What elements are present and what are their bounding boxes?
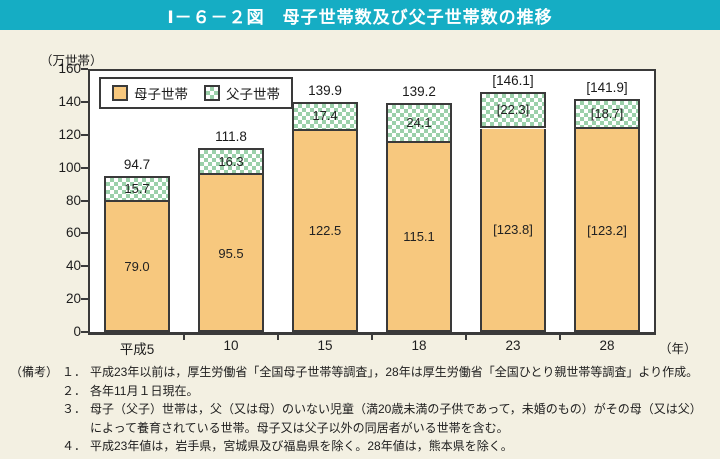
y-tick-mark xyxy=(81,100,88,103)
x-tick-mark xyxy=(277,335,279,340)
bar-father-value-label: 16.3 xyxy=(218,153,244,169)
bar-total-label: 139.2 xyxy=(402,84,436,100)
bar-segment-father xyxy=(104,176,170,203)
y-tick-label: 120 xyxy=(58,126,81,142)
bar-total-label: [146.1] xyxy=(492,72,534,88)
y-tick-label: 80 xyxy=(65,192,81,208)
bar-segment-father xyxy=(480,91,546,129)
y-tick-label: 0 xyxy=(73,324,81,339)
bar-segment-father xyxy=(292,102,358,131)
legend: 母子世帯 父子世帯 xyxy=(99,77,293,109)
bar-father-value-label: 24.1 xyxy=(406,114,432,130)
bar-mother-value-label: 115.1 xyxy=(403,229,435,245)
note-item-4: ４． 平成23年値は，岩手県，宮城県及び福島県を除く。28年値は，熊本県を除く。 xyxy=(62,437,702,456)
notes: （備考） １． 平成23年以前は，厚生労働省「全国母子世帯等調査」，28年は厚生労… xyxy=(10,363,702,456)
notes-items: １． 平成23年以前は，厚生労働省「全国母子世帯等調査」，28年は厚生労働省「全国… xyxy=(62,363,702,456)
y-tick-mark xyxy=(81,133,88,136)
note-text: 各年11月１日現在。 xyxy=(90,383,199,398)
x-category-label: 10 xyxy=(223,338,239,353)
y-tick-label: 100 xyxy=(58,159,81,175)
bar-segment-mother xyxy=(198,175,264,332)
note-number: ２． xyxy=(62,383,87,398)
y-tick-mark xyxy=(81,199,88,202)
note-item-2: ２． 各年11月１日現在。 xyxy=(62,382,702,401)
y-tick-mark xyxy=(81,331,88,333)
bar-father-value-label: [18.7] xyxy=(590,106,624,122)
legend-item-father: 父子世帯 xyxy=(204,83,280,103)
x-tick-mark xyxy=(371,335,373,340)
legend-label-father: 父子世帯 xyxy=(226,87,280,102)
bar-mother-value-label: 122.5 xyxy=(308,223,342,239)
bar-segment-mother xyxy=(104,202,170,332)
x-axis-unit-label: （年） xyxy=(659,342,697,356)
x-tick-mark xyxy=(183,335,185,340)
note-text: 平成23年以前は，厚生労働省「全国母子世帯等調査」，28年は厚生労働省「全国ひと… xyxy=(90,365,699,379)
note-item-3: ３． 母子（父子）世帯は，父（又は母）のいない児童（満20歳未満の子供であって，未… xyxy=(62,400,702,437)
bar-father-value-label: 17.4 xyxy=(312,108,338,124)
y-tick-label: 40 xyxy=(65,258,81,274)
y-tick-label: 160 xyxy=(58,61,81,76)
y-tick-mark xyxy=(81,265,88,268)
bar-total-label: 111.8 xyxy=(215,129,247,145)
note-number: ３． xyxy=(62,402,87,416)
bar-segment-father xyxy=(198,148,264,175)
x-category-label: 28 xyxy=(599,338,615,353)
bar-segment-father xyxy=(574,98,640,130)
y-tick-mark xyxy=(81,68,88,70)
bar-segment-mother xyxy=(480,128,546,332)
bar-mother-value-label: [123.2] xyxy=(587,222,627,238)
legend-label-mother: 母子世帯 xyxy=(134,87,188,102)
bar-segment-father xyxy=(386,103,452,143)
bar-father-value-label: 15.7 xyxy=(124,181,150,197)
plot-area xyxy=(88,69,656,335)
bar-total-label: 94.7 xyxy=(123,157,151,173)
bar-total-label: [141.9] xyxy=(586,79,628,95)
bar-segment-mother xyxy=(292,130,358,332)
note-item-1: １． 平成23年以前は，厚生労働省「全国母子世帯等調査」，28年は厚生労働省「全国… xyxy=(62,363,702,382)
note-text: 母子（父子）世帯は，父（又は母）のいない児童（満20歳未満の子供であって，未婚の… xyxy=(90,402,702,435)
note-text: 平成23年値は，岩手県，宮城県及び福島県を除く。28年値は，熊本県を除く。 xyxy=(90,439,513,453)
bar-segment-mother xyxy=(574,129,640,332)
x-category-label: 15 xyxy=(317,338,333,353)
y-tick-mark xyxy=(81,232,88,235)
x-tick-mark xyxy=(559,335,561,340)
note-number: ４． xyxy=(62,439,87,453)
y-tick-mark xyxy=(81,298,88,301)
notes-prefix: （備考） xyxy=(10,365,59,379)
y-tick-label: 140 xyxy=(58,93,81,109)
y-tick-label: 20 xyxy=(65,291,81,307)
x-category-label: 18 xyxy=(411,338,427,353)
figure-title: Ⅰ－６－２図 母子世帯数及び父子世帯数の推移 xyxy=(167,7,553,27)
father-household-swatch-icon xyxy=(204,85,220,101)
x-category-label: 平成5 xyxy=(119,342,155,357)
y-axis-unit-label: （万世帯） xyxy=(40,54,103,68)
note-number: １． xyxy=(62,365,87,379)
x-category-label: 23 xyxy=(505,338,521,353)
bar-father-value-label: [22.3] xyxy=(496,102,530,118)
bar-segment-mother xyxy=(386,142,452,332)
bar-mother-value-label: 95.5 xyxy=(218,245,244,261)
y-tick-label: 60 xyxy=(65,225,81,241)
bar-mother-value-label: 79.0 xyxy=(124,259,150,275)
mother-household-swatch-icon xyxy=(112,85,128,101)
bar-mother-value-label: [123.8] xyxy=(493,222,533,238)
x-tick-mark xyxy=(465,335,467,340)
bar-total-label: 139.9 xyxy=(308,83,342,99)
legend-item-mother: 母子世帯 xyxy=(112,83,188,103)
title-bar: Ⅰ－６－２図 母子世帯数及び父子世帯数の推移 xyxy=(0,0,720,30)
y-tick-mark xyxy=(81,166,88,169)
